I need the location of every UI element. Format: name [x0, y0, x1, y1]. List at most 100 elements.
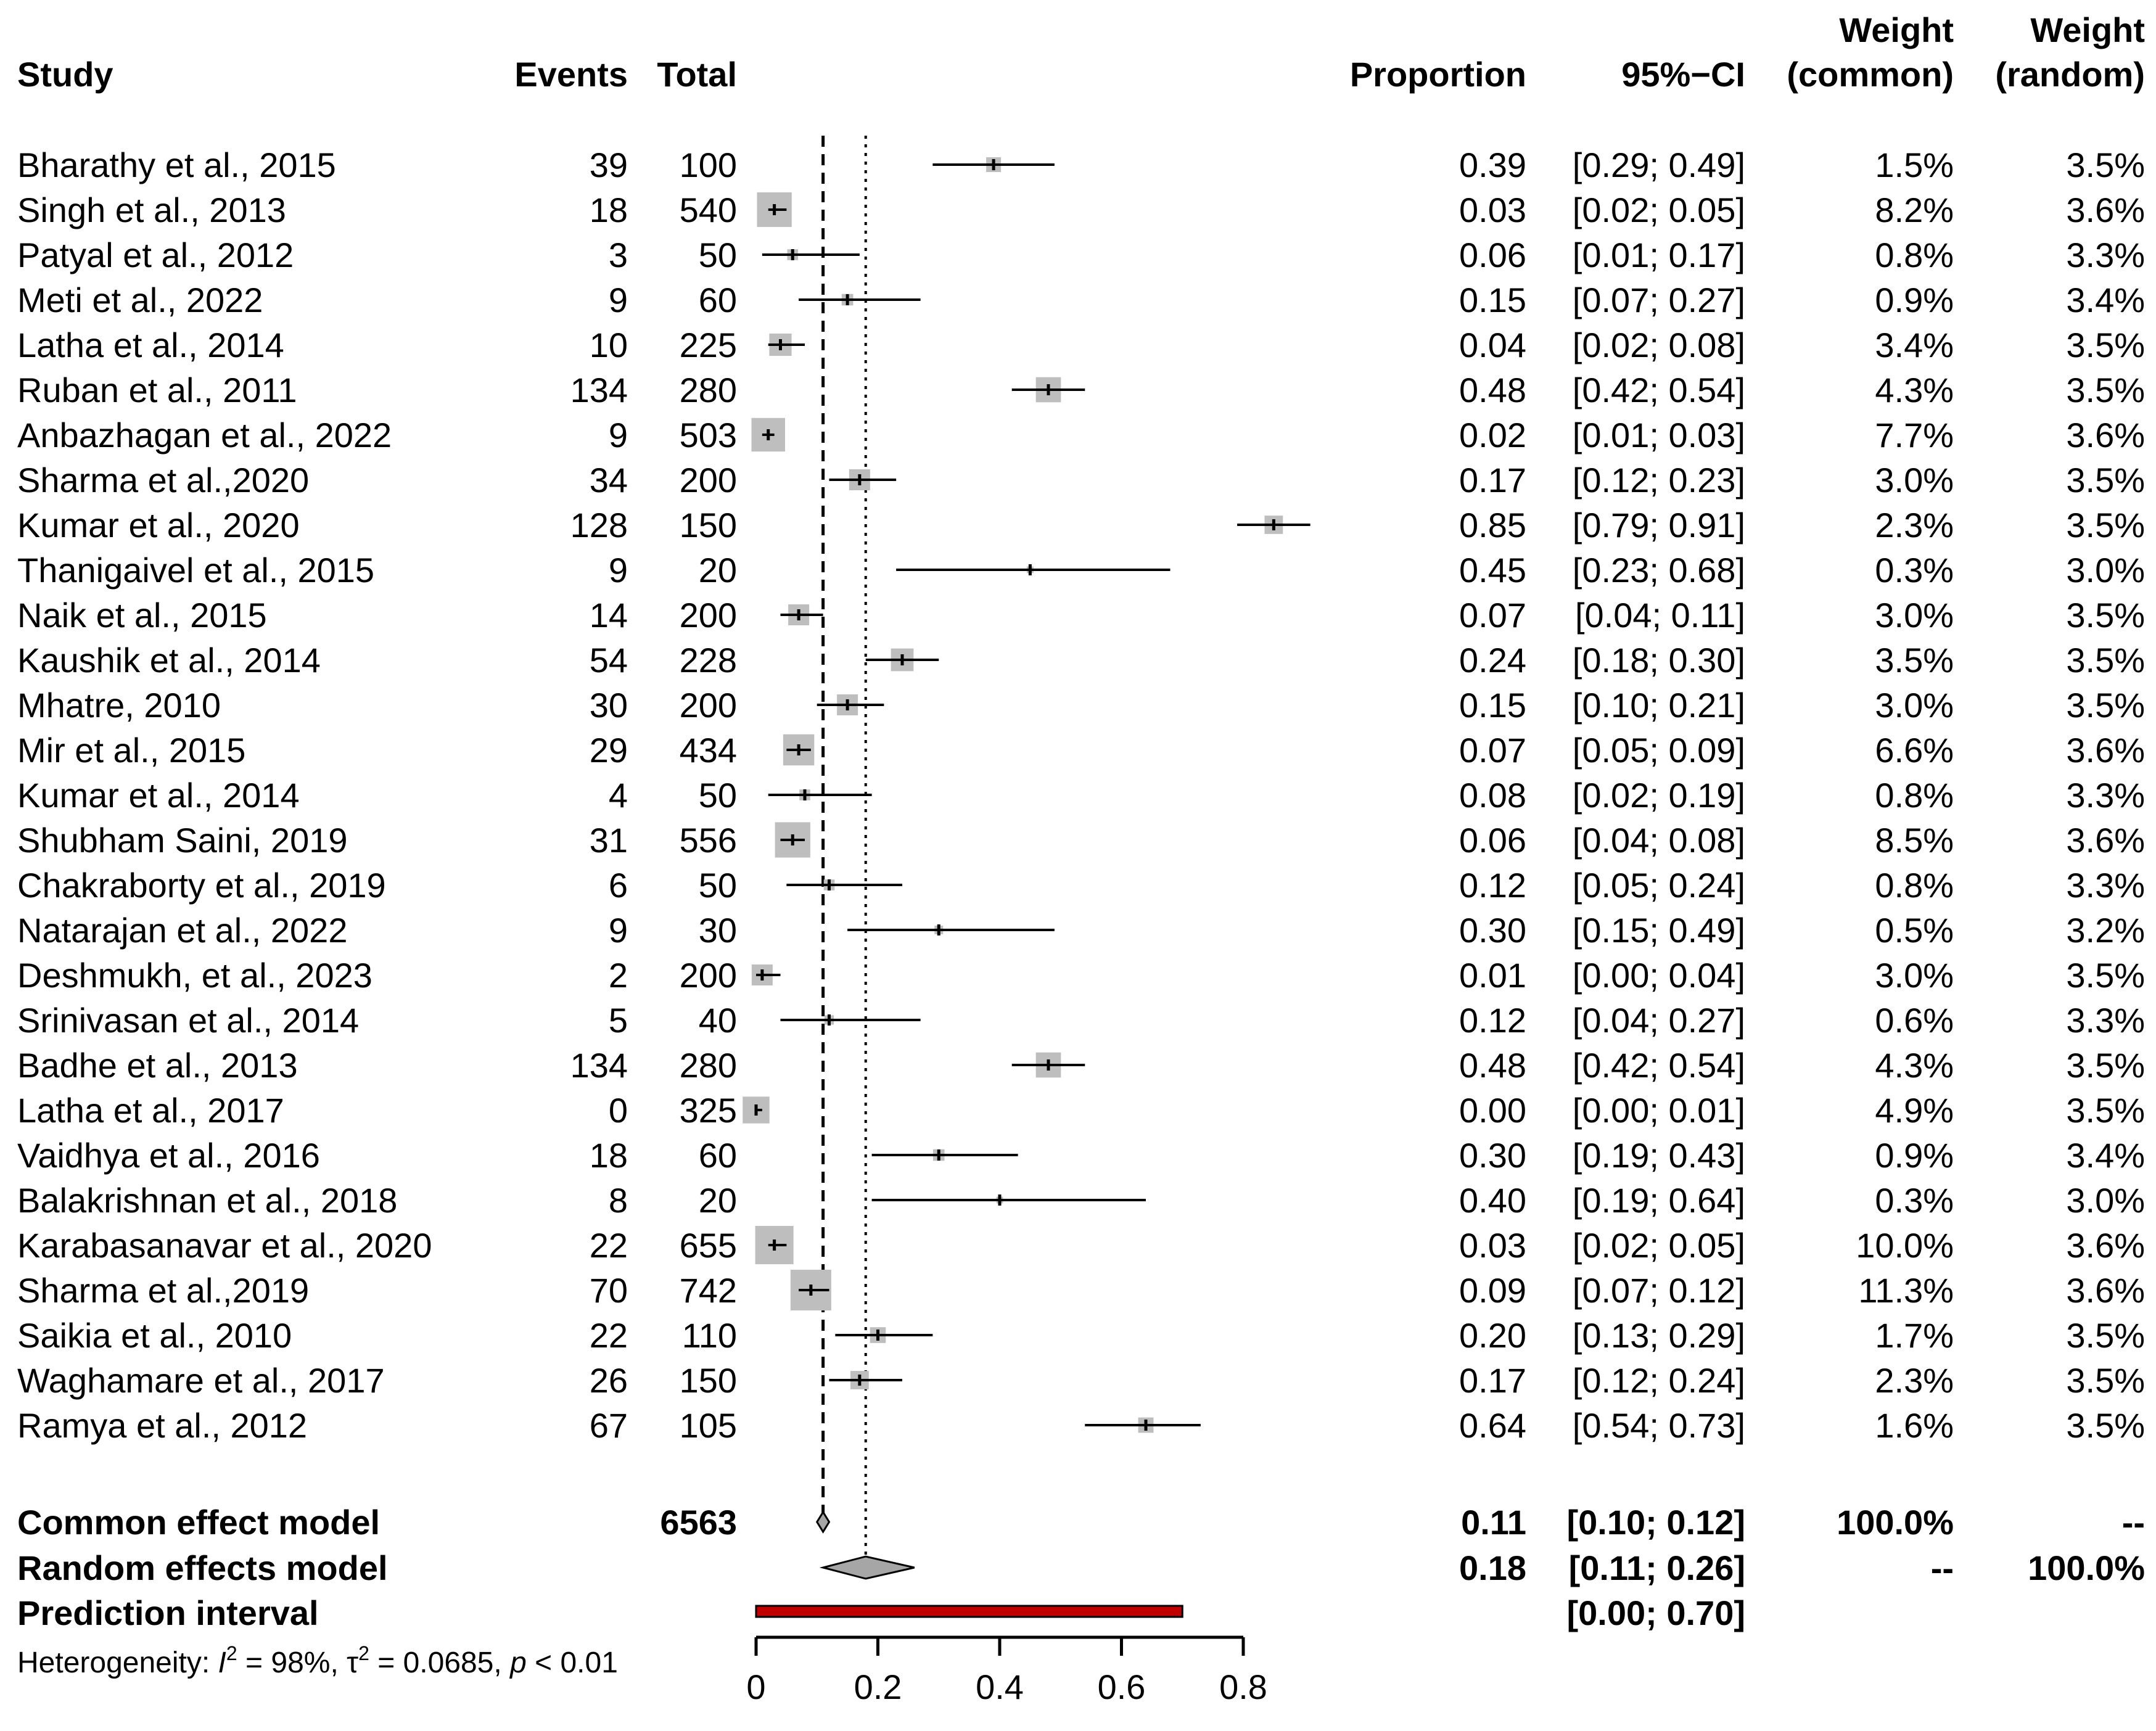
proportion-value: 0.02 — [1459, 416, 1526, 454]
study-name: Waghamare et al., 2017 — [17, 1361, 385, 1400]
ci-value: [0.19; 0.43] — [1573, 1136, 1745, 1175]
common-effect-ci: [0.10; 0.12] — [1567, 1503, 1746, 1542]
weight-random-value: 3.6% — [2066, 1226, 2145, 1265]
common-effect-diamond — [815, 1510, 831, 1534]
weight-random-value: 3.3% — [2066, 1001, 2145, 1040]
proportion-value: 0.17 — [1459, 1361, 1526, 1400]
weight-common-value: 6.6% — [1875, 731, 1954, 770]
x-axis-tick-label: 0 — [746, 1667, 765, 1706]
p-value: < 0.01 — [527, 1647, 618, 1679]
ci-value: [0.07; 0.27] — [1573, 281, 1745, 319]
header-events: Events — [514, 55, 628, 94]
events-value: 5 — [609, 1001, 628, 1040]
study-name: Mhatre, 2010 — [17, 686, 221, 725]
x-axis-tick-label: 0.4 — [976, 1667, 1024, 1706]
ci-value: [0.54; 0.73] — [1573, 1406, 1745, 1445]
total-value: 60 — [699, 281, 737, 319]
events-value: 31 — [590, 821, 628, 860]
ci-value: [0.10; 0.21] — [1573, 686, 1745, 725]
weight-random-value: 3.5% — [2066, 956, 2145, 995]
weight-common-value: 3.4% — [1875, 326, 1954, 364]
header-weight-common-line2: (common) — [1787, 55, 1954, 94]
study-name: Mir et al., 2015 — [17, 731, 245, 770]
weight-random-value: 3.5% — [2066, 371, 2145, 409]
weight-common-value: 2.3% — [1875, 506, 1954, 545]
study-name: Srinivasan et al., 2014 — [17, 1001, 359, 1040]
common-effect-proportion: 0.11 — [1461, 1503, 1526, 1542]
study-row: Kaushik et al., 2014 54 228 0.24 [0.18; 0.30… — [17, 641, 2145, 680]
weight-common-value: 0.3% — [1875, 1181, 1954, 1220]
header-weight-random-line2: (random) — [1995, 55, 2145, 94]
events-value: 4 — [609, 776, 628, 815]
random-effects-label: Random effects model — [17, 1548, 388, 1587]
study-row: Deshmukh, et al., 2023 2 200 0.01 [0.00; 0.0… — [17, 956, 2145, 995]
random-effects-weight-common: -- — [1931, 1548, 1954, 1587]
study-row: Meti et al., 2022 9 60 0.15 [0.07; 0.27] 0.9%… — [17, 281, 2145, 319]
events-value: 67 — [590, 1406, 628, 1445]
study-row: Latha et al., 2017 0 325 0.00 [0.00; 0.01] 4.… — [17, 1091, 2145, 1130]
total-value: 40 — [699, 1001, 737, 1040]
weight-common-value: 0.8% — [1875, 776, 1954, 815]
study-name: Singh et al., 2013 — [17, 191, 286, 229]
total-value: 150 — [680, 506, 737, 545]
study-row: Singh et al., 2013 18 540 0.03 [0.02; 0.05] 8… — [17, 191, 2145, 229]
weight-common-value: 3.0% — [1875, 686, 1954, 725]
random-effects-proportion: 0.18 — [1459, 1548, 1526, 1587]
proportion-value: 0.06 — [1459, 821, 1526, 860]
ci-value: [0.00; 0.04] — [1573, 956, 1745, 995]
weight-random-value: 3.6% — [2066, 821, 2145, 860]
ci-value: [0.12; 0.24] — [1573, 1361, 1745, 1400]
study-row: Sharma et al.,2019 70 742 0.09 [0.07; 0.12] 1… — [17, 1270, 2145, 1310]
total-value: 200 — [680, 461, 737, 500]
events-value: 10 — [590, 326, 628, 364]
study-name: Kumar et al., 2020 — [17, 506, 300, 545]
weight-common-value: 1.6% — [1875, 1406, 1954, 1445]
study-row: Shubham Saini, 2019 31 556 0.06 [0.04; 0.08]… — [17, 821, 2145, 860]
proportion-value: 0.03 — [1459, 191, 1526, 229]
study-row: Saikia et al., 2010 22 110 0.20 [0.13; 0.29]… — [17, 1316, 2145, 1355]
study-row: Karabasanavar et al., 2020 22 655 0.03 [0.02… — [17, 1225, 2145, 1265]
header-ci: 95%−CI — [1621, 55, 1745, 94]
weight-common-value: 3.0% — [1875, 461, 1954, 500]
ci-value: [0.15; 0.49] — [1573, 911, 1745, 950]
weight-random-value: 3.5% — [2066, 596, 2145, 635]
weight-random-value: 3.6% — [2066, 731, 2145, 770]
study-name: Kaushik et al., 2014 — [17, 641, 321, 680]
ci-value: [0.79; 0.91] — [1573, 506, 1745, 545]
weight-random-value: 3.4% — [2066, 1136, 2145, 1175]
weight-random-value: 3.5% — [2066, 686, 2145, 725]
total-value: 20 — [699, 551, 737, 590]
ci-value: [0.04; 0.27] — [1573, 1001, 1745, 1040]
study-name: Ramya et al., 2012 — [17, 1406, 307, 1445]
proportion-value: 0.39 — [1459, 146, 1526, 184]
total-value: 150 — [680, 1361, 737, 1400]
weight-random-value: 3.5% — [2066, 506, 2145, 545]
events-value: 3 — [609, 236, 628, 274]
weight-random-value: 3.0% — [2066, 551, 2145, 590]
ci-value: [0.07; 0.12] — [1573, 1271, 1745, 1310]
weight-common-value: 0.3% — [1875, 551, 1954, 590]
summary-rows: Common effect model 6563 0.11 [0.10; 0.12] 1… — [17, 1503, 2145, 1632]
study-name: Deshmukh, et al., 2023 — [17, 956, 372, 995]
ci-value: [0.29; 0.49] — [1573, 146, 1745, 184]
weight-random-value: 3.6% — [2066, 1271, 2145, 1310]
ci-value: [0.02; 0.08] — [1573, 326, 1745, 364]
events-value: 26 — [590, 1361, 628, 1400]
prediction-interval-ci: [0.00; 0.70] — [1567, 1593, 1746, 1632]
total-value: 434 — [680, 731, 737, 770]
events-value: 8 — [609, 1181, 628, 1220]
study-row: Bharathy et al., 2015 39 100 0.39 [0.29; 0.4… — [17, 146, 2145, 184]
proportion-value: 0.85 — [1459, 506, 1526, 545]
study-row: Balakrishnan et al., 2018 8 20 0.40 [0.19; 0… — [17, 1181, 2145, 1220]
proportion-value: 0.24 — [1459, 641, 1526, 680]
proportion-value: 0.64 — [1459, 1406, 1526, 1445]
study-name: Sharma et al.,2019 — [17, 1271, 309, 1310]
proportion-value: 0.09 — [1459, 1271, 1526, 1310]
weight-random-value: 3.3% — [2066, 236, 2145, 274]
heterogeneity-prefix: Heterogeneity: — [17, 1647, 218, 1679]
total-value: 503 — [680, 416, 737, 454]
total-value: 742 — [680, 1271, 737, 1310]
ci-value: [0.42; 0.54] — [1573, 371, 1745, 409]
weight-common-value: 8.2% — [1875, 191, 1954, 229]
header-weight-common-line1: Weight — [1839, 10, 1954, 49]
